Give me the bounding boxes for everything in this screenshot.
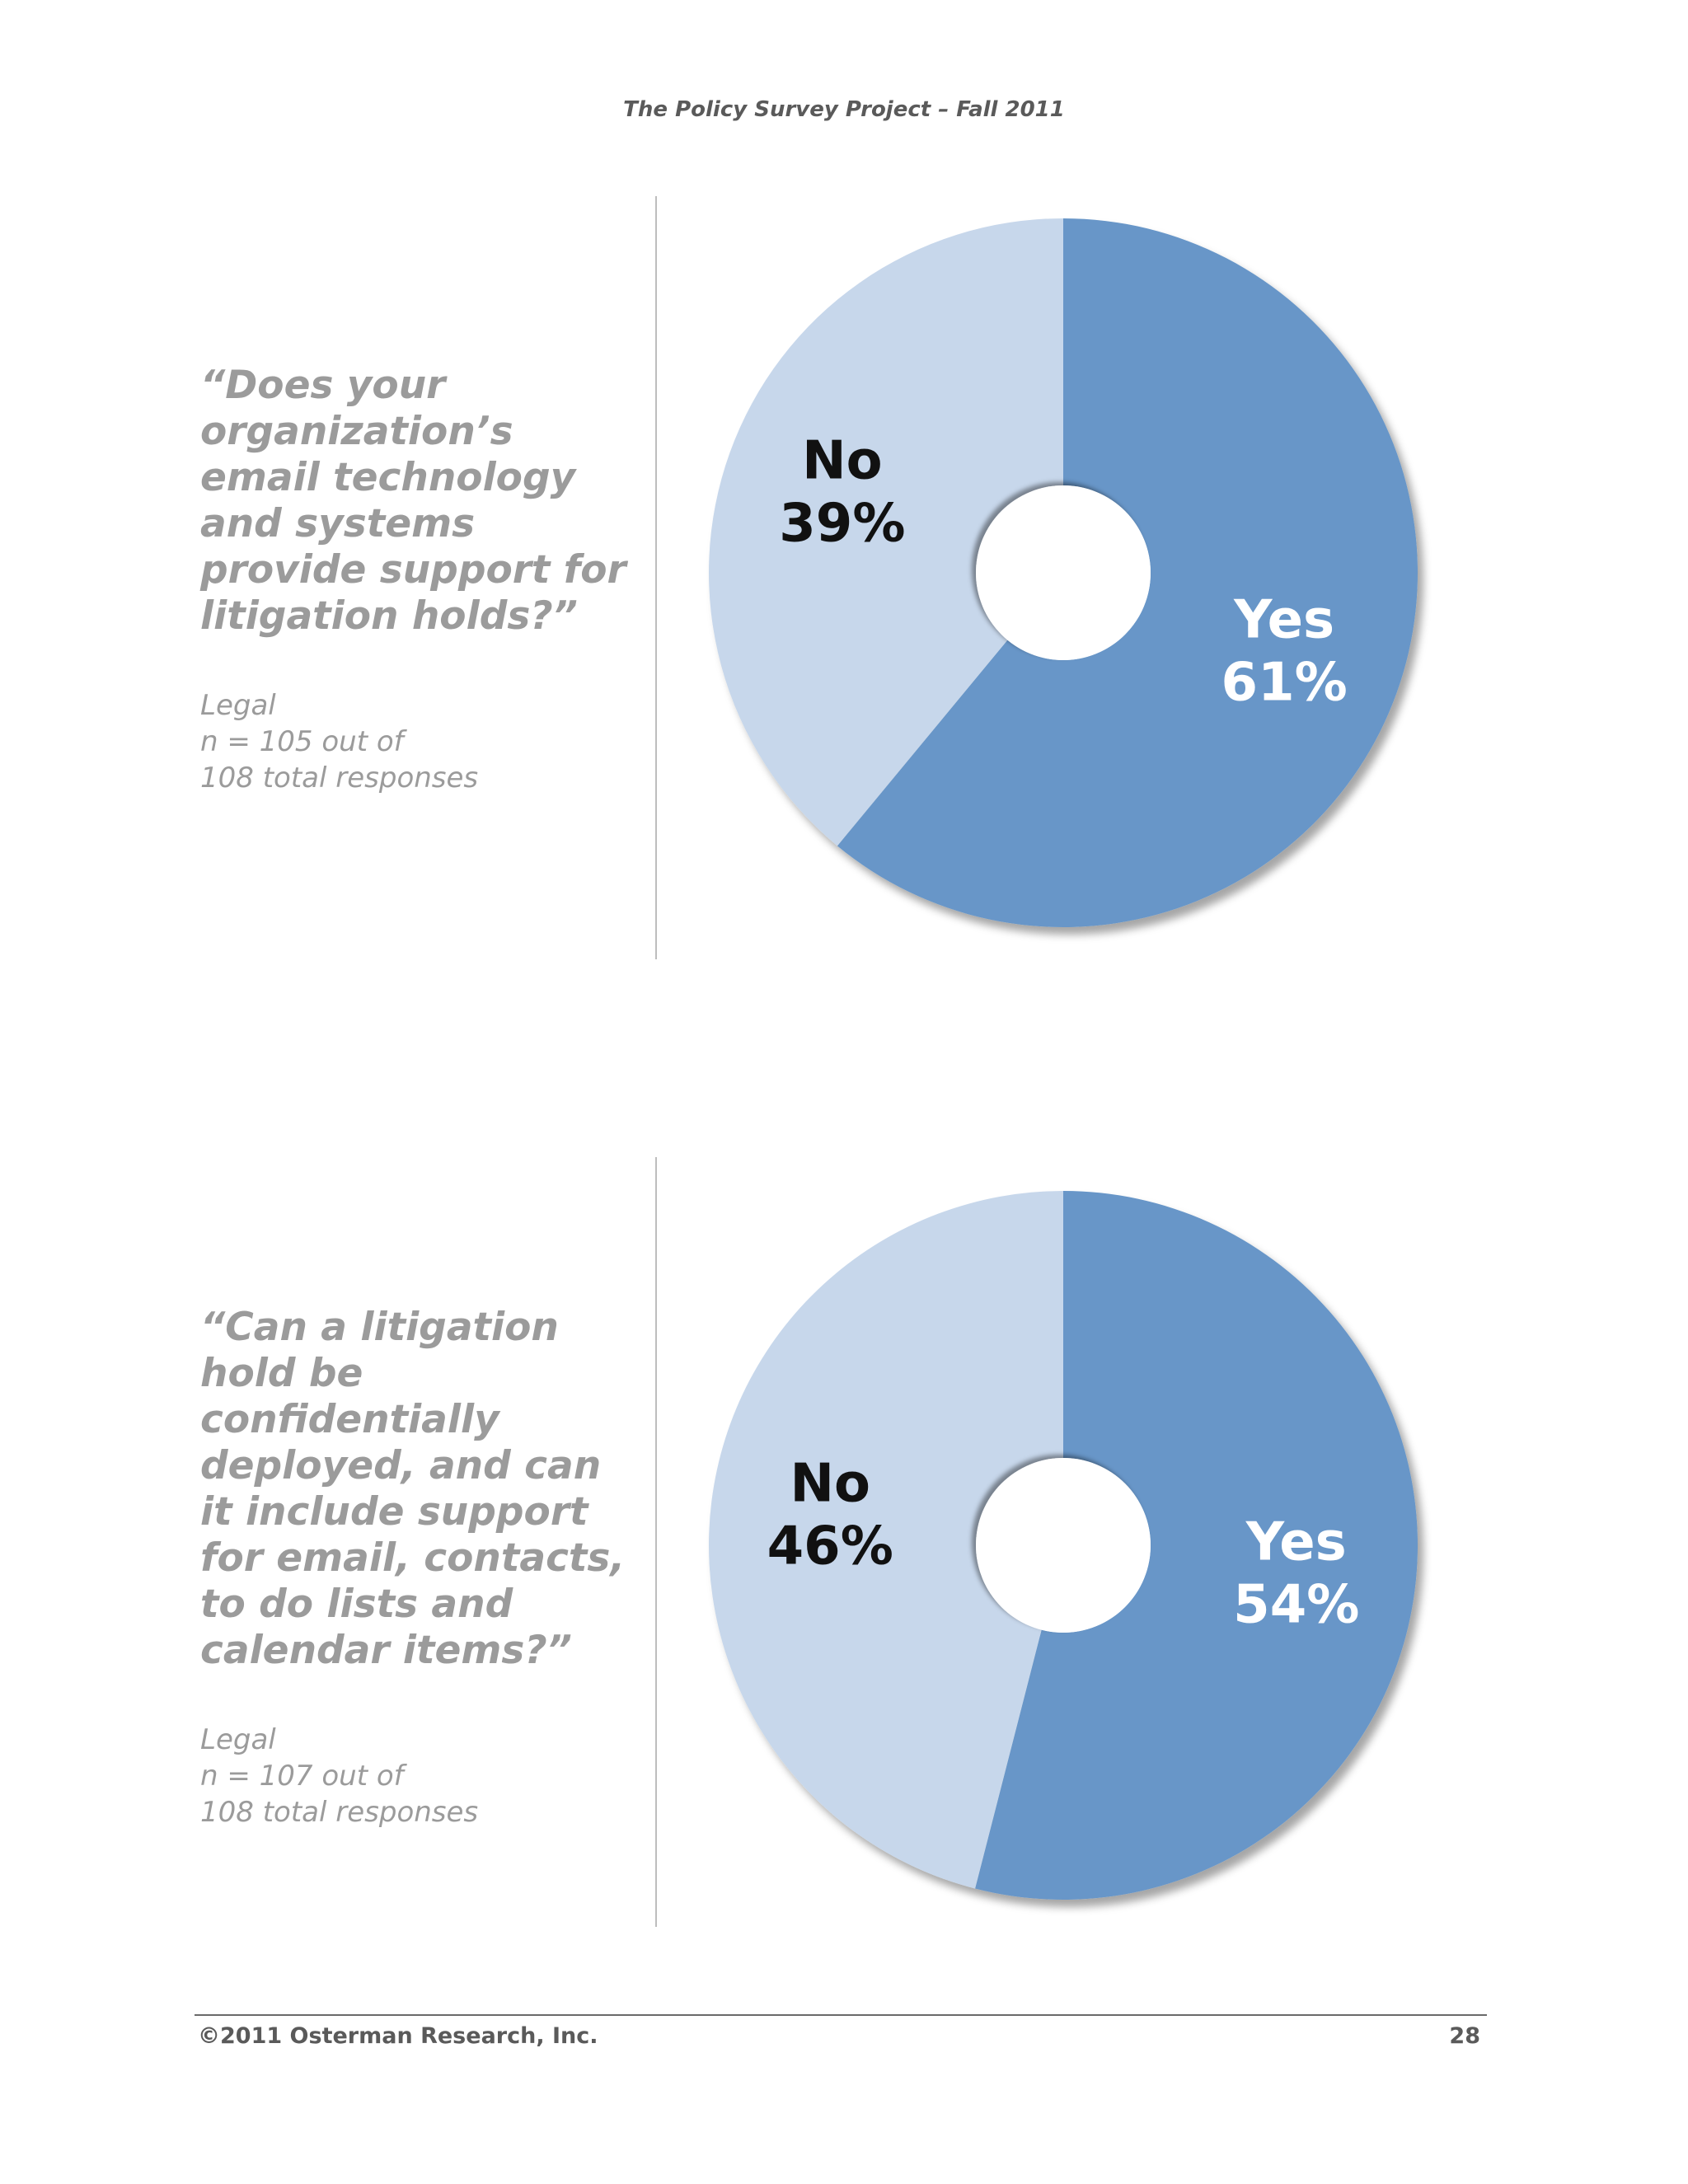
sample-info: Legal n = 107 out of 108 total responses [200,1722,637,1830]
slice-yes [975,1191,1418,1900]
sample-count: n = 107 out of [200,1760,404,1793]
slice-value: 61% [1221,653,1348,714]
divider-2 [655,1157,657,1927]
question-block-2: “Can a litigation hold be confidentially… [200,1305,637,1830]
slice-value: 54% [1233,1575,1359,1636]
slice-label-no: No 39% [779,430,905,554]
donut-hole [976,1458,1151,1633]
question-text: “Does your organization’s email technolo… [200,363,626,639]
slice-label-yes: Yes 54% [1233,1512,1359,1636]
sample-total: 108 total responses [200,762,479,794]
donut-hole [976,485,1151,660]
slice-label-no: No 46% [767,1453,893,1577]
sample-total: 108 total responses [200,1796,479,1829]
running-header: The Policy Survey Project – Fall 2011 [623,97,1065,122]
donut-ring [709,218,1418,927]
slice-no [709,218,1063,846]
footer-copyright: ©2011 Osterman Research, Inc. [198,2023,598,2049]
slice-label-yes: Yes 61% [1221,590,1348,714]
donut-chart-litigation-holds: Yes 61% No 39% [709,218,1418,927]
slice-category: No [802,430,883,491]
slice-value: 46% [767,1516,893,1577]
sample-count: n = 105 out of [200,725,404,758]
slice-category: Yes [1233,590,1334,651]
slice-value: 39% [779,493,905,554]
footer-rule [195,2014,1487,2016]
slice-yes [837,218,1418,927]
slice-category: Yes [1245,1512,1347,1573]
slice-no [709,1191,1063,1889]
donut-ring [709,1191,1418,1900]
donut-chart-confidential-hold: Yes 54% No 46% [709,1191,1418,1900]
question-text: “Can a litigation hold be confidentially… [200,1305,626,1673]
question-block-1: “Does your organization’s email technolo… [200,363,637,796]
sample-group: Legal [200,689,276,722]
slice-category: No [790,1453,870,1514]
page-number: 28 [1449,2023,1480,2049]
sample-info: Legal n = 105 out of 108 total responses [200,687,637,796]
divider-1 [655,196,657,959]
sample-group: Legal [200,1723,276,1756]
